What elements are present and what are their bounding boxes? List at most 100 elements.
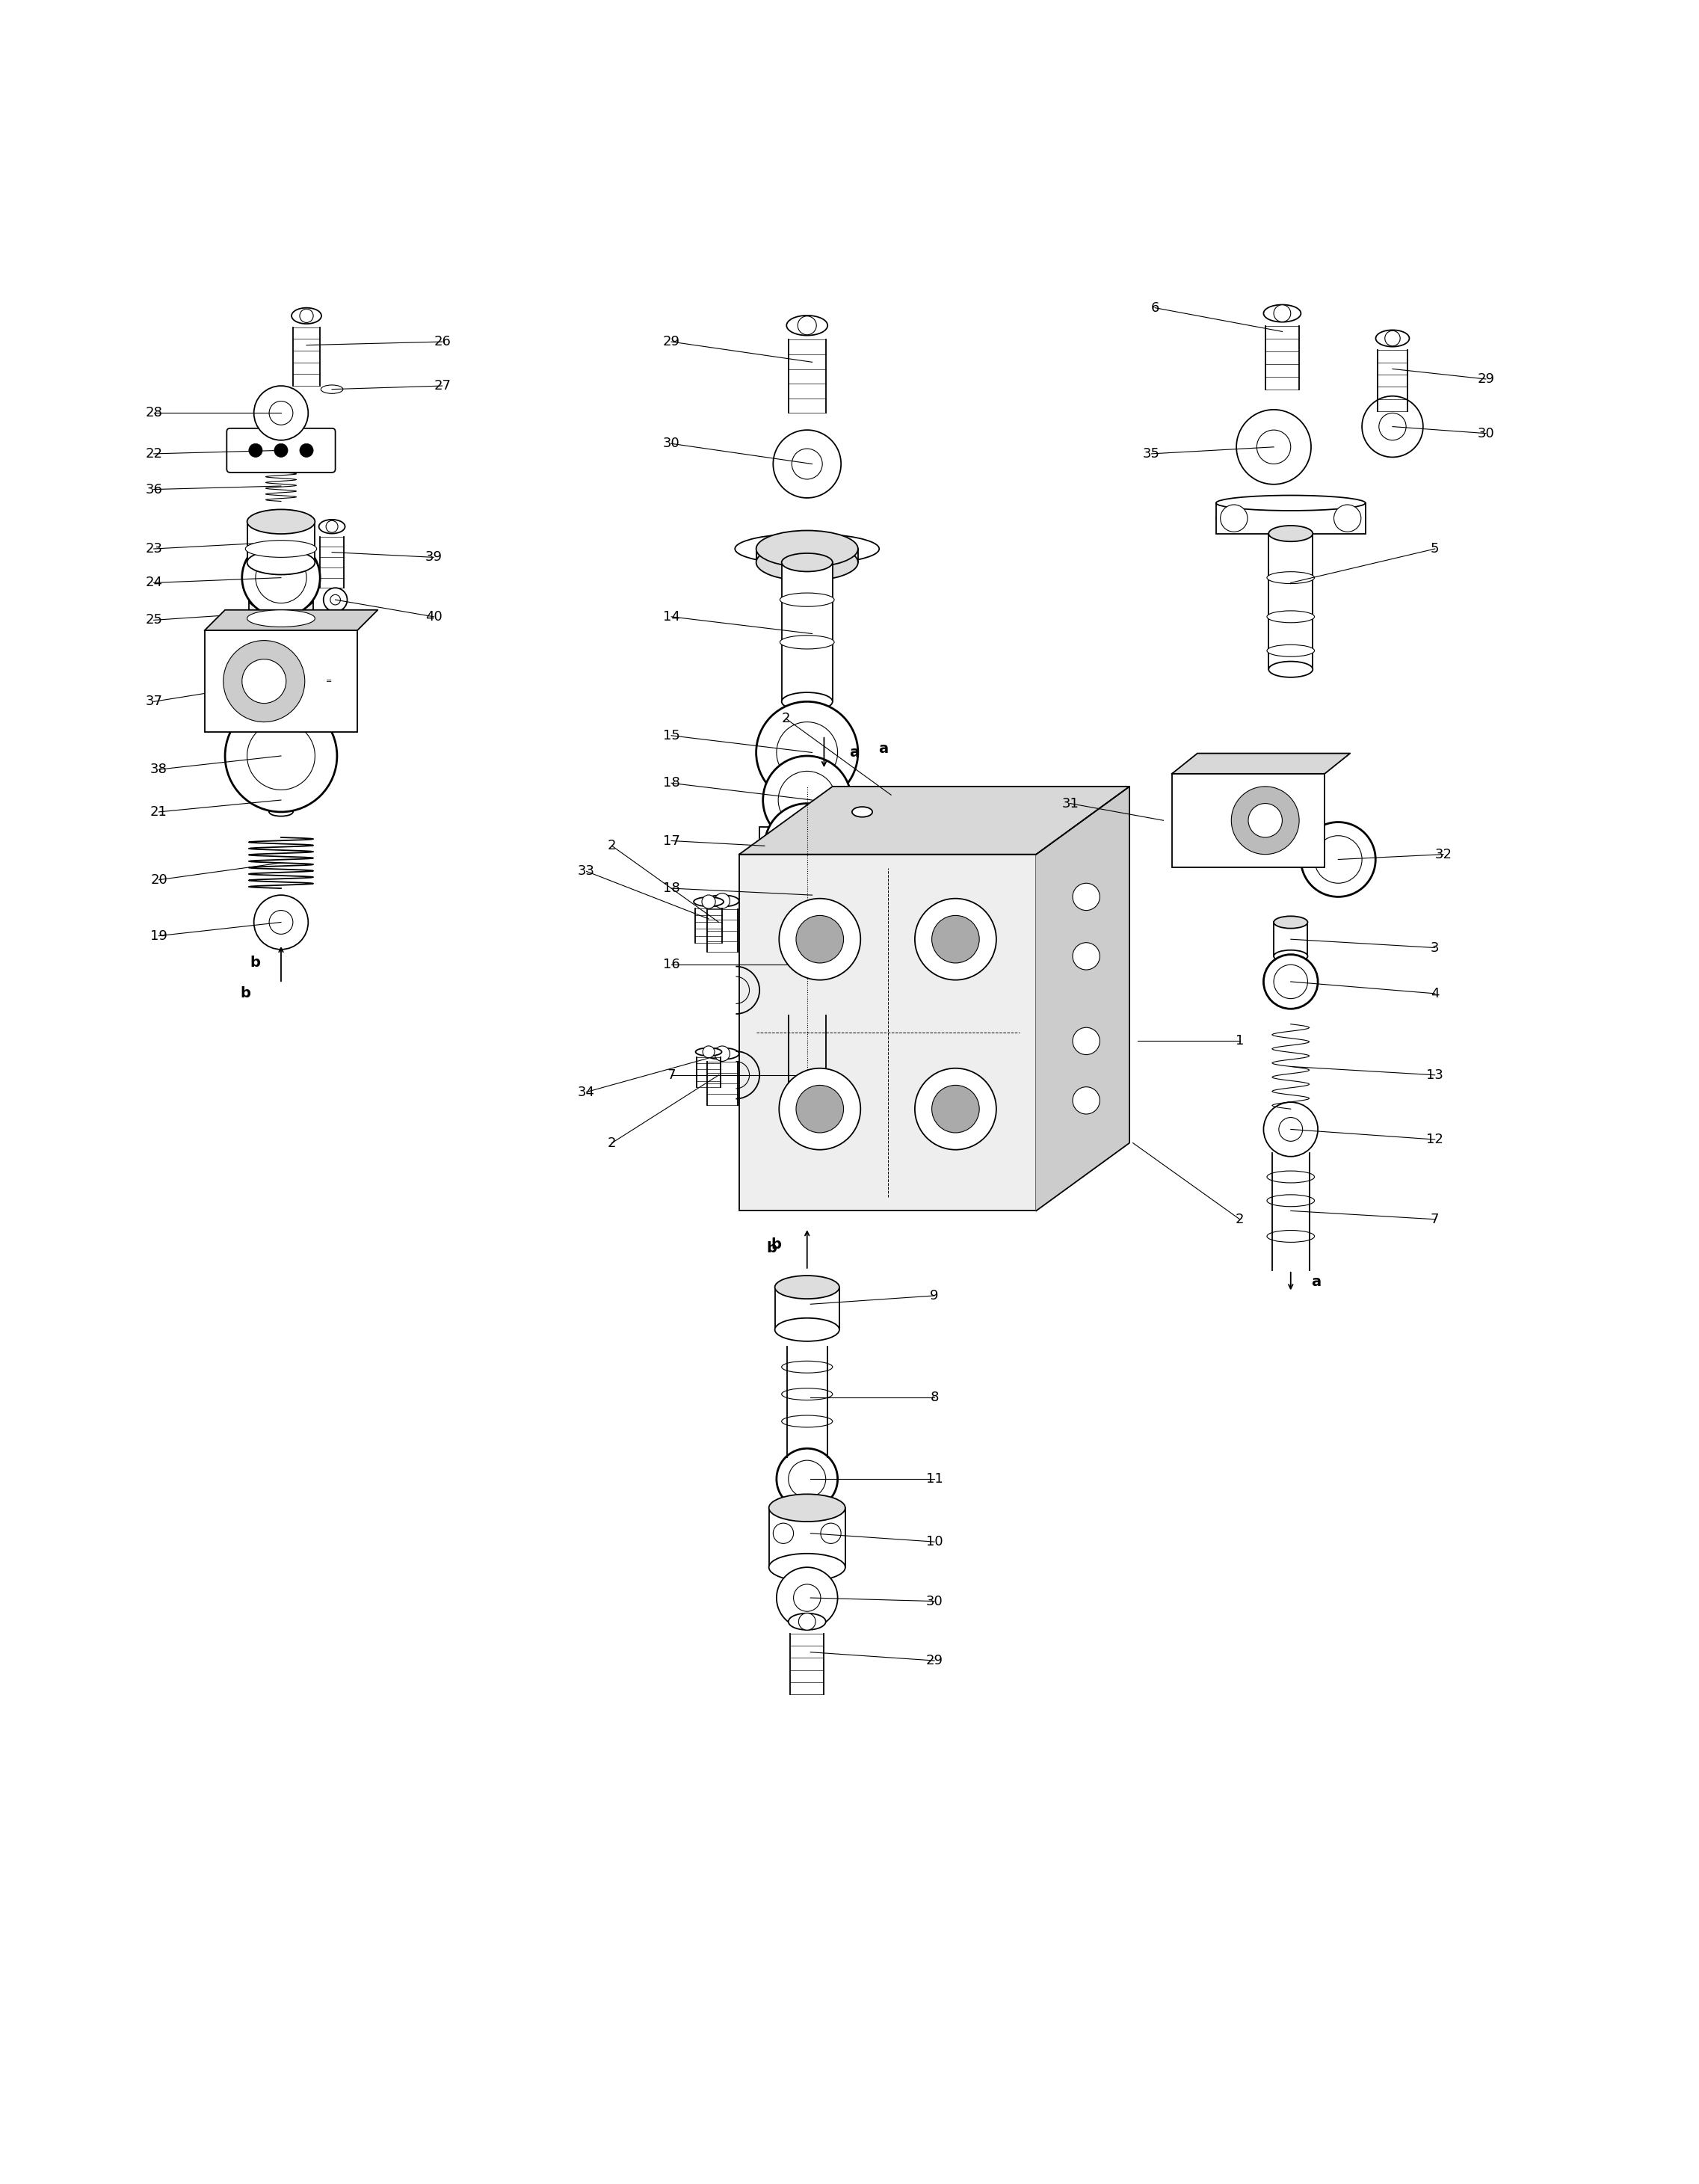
Circle shape — [799, 317, 817, 334]
Circle shape — [330, 594, 340, 605]
Circle shape — [274, 443, 287, 456]
Polygon shape — [1172, 753, 1351, 773]
Ellipse shape — [1264, 306, 1301, 321]
Text: a: a — [1312, 1275, 1320, 1289]
Ellipse shape — [787, 968, 827, 978]
Circle shape — [931, 915, 979, 963]
Circle shape — [776, 1568, 838, 1629]
Circle shape — [797, 915, 844, 963]
Circle shape — [756, 701, 858, 804]
Circle shape — [255, 553, 306, 603]
Text: 16: 16 — [663, 959, 680, 972]
Circle shape — [241, 539, 319, 616]
Text: 3: 3 — [1431, 941, 1439, 954]
Circle shape — [1279, 1118, 1303, 1142]
Text: b: b — [250, 957, 260, 970]
Ellipse shape — [1269, 526, 1313, 542]
Circle shape — [1264, 1103, 1318, 1158]
Text: 7: 7 — [668, 1068, 676, 1081]
Ellipse shape — [1216, 496, 1366, 511]
Ellipse shape — [782, 553, 833, 572]
Bar — [1269, 533, 1313, 668]
Circle shape — [765, 804, 850, 889]
Ellipse shape — [1267, 1195, 1315, 1206]
Text: 20: 20 — [150, 874, 168, 887]
Ellipse shape — [788, 992, 826, 1005]
Circle shape — [799, 1614, 816, 1629]
Ellipse shape — [756, 531, 858, 568]
Circle shape — [323, 587, 347, 612]
Circle shape — [797, 1085, 844, 1133]
Ellipse shape — [788, 1614, 826, 1629]
Polygon shape — [739, 786, 1130, 854]
Text: 35: 35 — [1143, 448, 1160, 461]
Bar — [1172, 773, 1325, 867]
Text: 33: 33 — [578, 865, 595, 878]
Text: =: = — [326, 677, 331, 686]
Ellipse shape — [783, 1061, 831, 1072]
Text: 19: 19 — [150, 928, 168, 943]
Ellipse shape — [245, 539, 316, 557]
Text: 9: 9 — [929, 1289, 938, 1302]
Circle shape — [1072, 1088, 1099, 1114]
Text: 2: 2 — [1235, 1212, 1244, 1225]
Text: b: b — [771, 1238, 782, 1251]
Bar — [770, 1507, 846, 1568]
Circle shape — [224, 699, 336, 812]
Ellipse shape — [770, 1553, 846, 1581]
Text: a: a — [850, 745, 860, 760]
Ellipse shape — [770, 1494, 846, 1522]
Text: 30: 30 — [663, 437, 680, 450]
Text: 34: 34 — [578, 1085, 595, 1099]
Text: 32: 32 — [1436, 847, 1453, 860]
Ellipse shape — [319, 520, 345, 533]
Circle shape — [702, 895, 715, 909]
Circle shape — [1220, 505, 1247, 533]
Circle shape — [241, 660, 285, 703]
Text: 30: 30 — [1478, 426, 1495, 441]
Bar — [756, 548, 858, 563]
Ellipse shape — [1274, 915, 1308, 928]
Circle shape — [773, 1522, 793, 1544]
Ellipse shape — [246, 509, 314, 533]
Circle shape — [931, 1085, 979, 1133]
Circle shape — [223, 640, 304, 723]
Circle shape — [763, 756, 851, 845]
Ellipse shape — [775, 1275, 839, 1299]
Circle shape — [1072, 882, 1099, 911]
Text: 29: 29 — [663, 334, 680, 349]
Text: 30: 30 — [926, 1594, 943, 1607]
Text: 38: 38 — [150, 762, 168, 775]
Circle shape — [1249, 804, 1283, 836]
Circle shape — [773, 430, 841, 498]
Text: 40: 40 — [425, 609, 442, 622]
Circle shape — [776, 723, 838, 784]
Ellipse shape — [268, 808, 292, 817]
Ellipse shape — [1274, 950, 1308, 963]
Circle shape — [788, 1461, 826, 1498]
Ellipse shape — [782, 1361, 833, 1374]
Ellipse shape — [695, 1048, 722, 1055]
Bar — [248, 601, 313, 622]
Ellipse shape — [782, 1415, 833, 1426]
Text: 28: 28 — [144, 406, 163, 419]
Text: b: b — [766, 1241, 776, 1256]
Bar — [1216, 502, 1366, 533]
Text: 2: 2 — [608, 1136, 617, 1149]
Ellipse shape — [783, 1090, 831, 1101]
Circle shape — [914, 898, 996, 981]
Circle shape — [715, 893, 731, 909]
Ellipse shape — [248, 612, 313, 636]
Text: 21: 21 — [150, 806, 168, 819]
Circle shape — [1380, 413, 1407, 441]
Circle shape — [778, 771, 836, 830]
Circle shape — [703, 1046, 715, 1057]
Circle shape — [715, 1046, 731, 1061]
Text: 8: 8 — [929, 1391, 938, 1404]
Bar — [782, 563, 833, 701]
Ellipse shape — [775, 1317, 839, 1341]
Circle shape — [776, 1448, 838, 1509]
Bar — [246, 522, 314, 563]
Circle shape — [268, 911, 292, 935]
Circle shape — [1237, 411, 1312, 485]
